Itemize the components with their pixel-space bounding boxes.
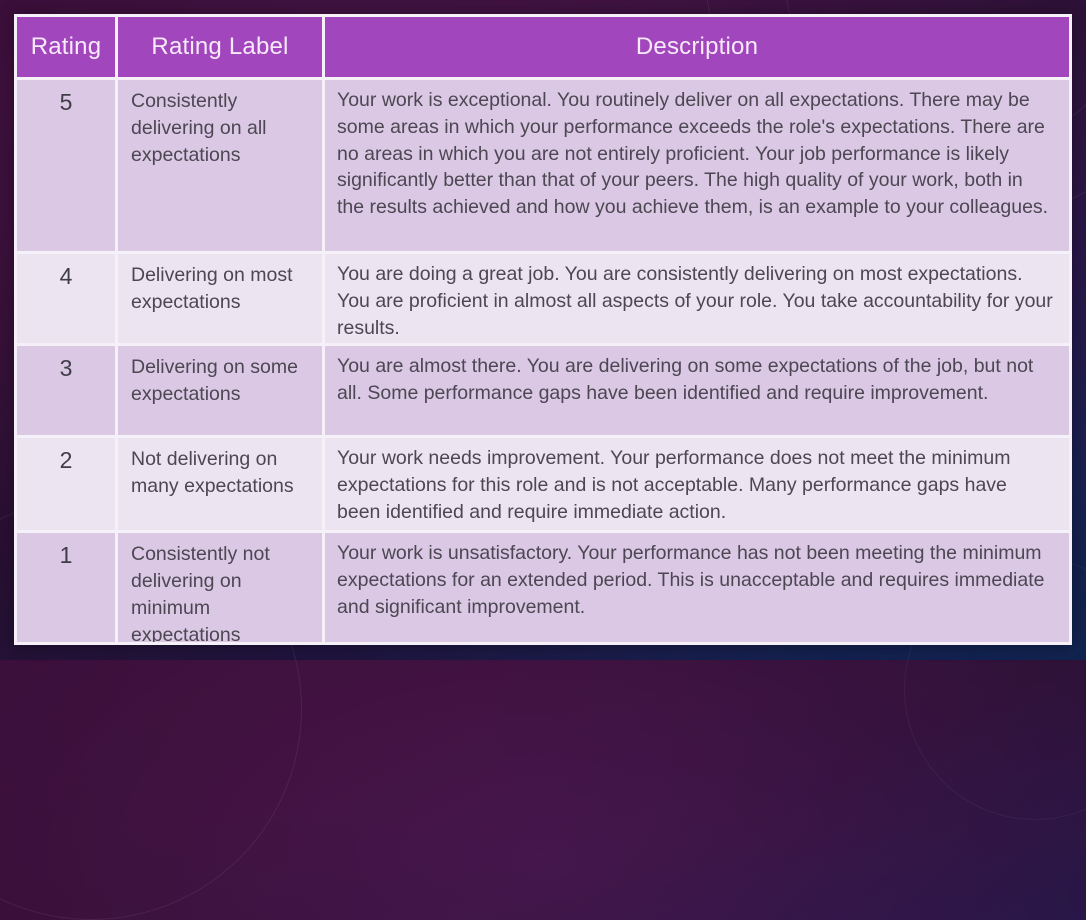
rating-description-cell: Your work is exceptional. You routinely … xyxy=(325,80,1069,251)
rating-value-cell: 3 xyxy=(17,346,115,435)
rating-description-cell: Your work needs improvement. Your perfor… xyxy=(325,438,1069,530)
rating-label-cell: Consistently not delivering on minimum e… xyxy=(118,533,322,642)
header-cell-rating-label: Rating Label xyxy=(118,17,322,77)
rating-value-cell: 4 xyxy=(17,254,115,343)
rating-value-cell: 2 xyxy=(17,438,115,530)
header-cell-description: Description xyxy=(325,17,1069,77)
rating-label-cell: Delivering on some expectations xyxy=(118,346,322,435)
rating-description-cell: You are doing a great job. You are consi… xyxy=(325,254,1069,343)
rating-value-cell: 1 xyxy=(17,533,115,642)
rating-label-cell: Consistently delivering on all expectati… xyxy=(118,80,322,251)
rating-label-cell: Not delivering on many expectations xyxy=(118,438,322,530)
rating-description-cell: You are almost there. You are delivering… xyxy=(325,346,1069,435)
rating-description-cell: Your work is unsatisfactory. Your perfor… xyxy=(325,533,1069,642)
rating-label-cell: Delivering on most expectations xyxy=(118,254,322,343)
header-cell-rating: Rating xyxy=(17,17,115,77)
rating-value-cell: 5 xyxy=(17,80,115,251)
performance-rating-table: Rating Rating Label Description 5 Consis… xyxy=(14,14,1072,645)
